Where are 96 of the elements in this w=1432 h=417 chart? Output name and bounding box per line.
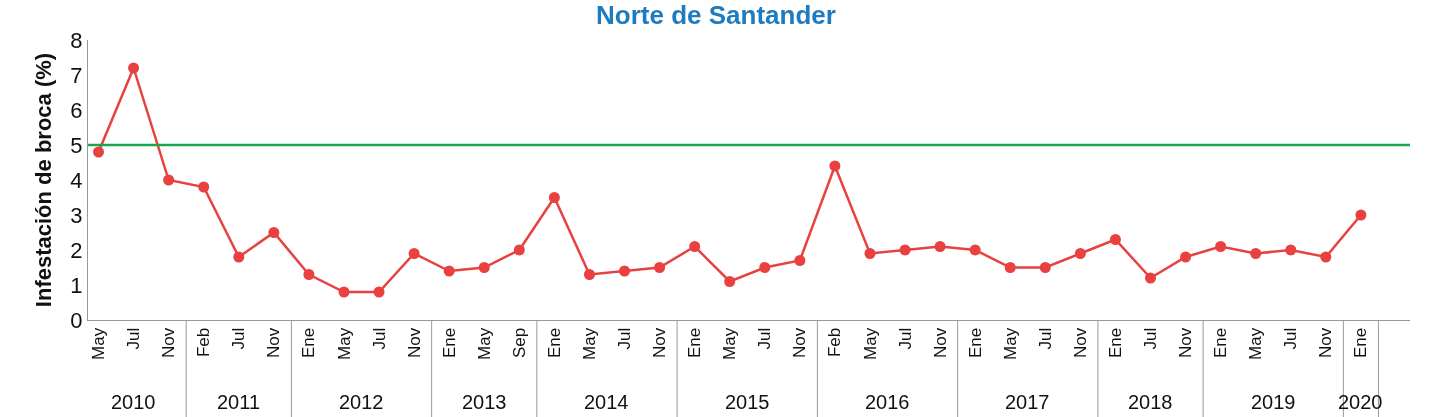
chart-title: Norte de Santander [596, 0, 836, 31]
text: 2020 [1338, 391, 1383, 413]
x-tick-label: Ene [685, 327, 705, 359]
x-tick-label: Ene [1211, 327, 1231, 359]
x-tick-label: May [334, 327, 354, 360]
y-tick-label: 5 [70, 132, 83, 158]
point [1320, 251, 1332, 263]
point [689, 241, 701, 252]
x-tick-label: Jul [755, 327, 775, 350]
point [1355, 209, 1367, 221]
point [1109, 234, 1121, 245]
y-tick-label: 8 [70, 27, 83, 53]
point [93, 146, 105, 158]
point [1074, 248, 1086, 259]
point [513, 244, 525, 256]
x-tick-label: Ene [965, 327, 985, 359]
x-tick-label: Nov [1176, 327, 1196, 359]
x-tick-label: Nov [1316, 327, 1336, 359]
point [478, 262, 490, 273]
text: 2014 [584, 391, 629, 413]
point [163, 174, 175, 186]
x-tick-label: Ene [1105, 327, 1125, 359]
text: 2010 [111, 391, 156, 413]
point [864, 248, 876, 259]
x-tick-label: Nov [790, 327, 810, 359]
point [1180, 251, 1192, 263]
x-tick-label: May [1000, 327, 1020, 360]
point [408, 248, 420, 259]
point [1250, 248, 1262, 259]
x-tick-label: Nov [1070, 327, 1090, 359]
point [338, 286, 350, 298]
point [548, 192, 560, 203]
point [1145, 272, 1157, 284]
x-tick-label: Jul [229, 327, 249, 350]
point [583, 269, 595, 280]
y-axis-title: Infestación de broca (%) [31, 52, 57, 308]
x-tick-label: Ene [1351, 327, 1371, 359]
text: 2011 [217, 391, 261, 413]
x-tick-label: Jul [1035, 327, 1055, 350]
x-tick-label: Ene [439, 327, 459, 359]
x-tick-label: Nov [650, 327, 670, 359]
y-tick-label: 7 [70, 62, 83, 88]
point [759, 262, 771, 273]
point [268, 227, 280, 238]
x-tick-label: Jul [124, 327, 144, 350]
point [654, 262, 666, 273]
x-tick-label: Sep [509, 327, 529, 359]
text: 2017 [1005, 391, 1050, 413]
x-tick-label: Ene [299, 327, 319, 359]
point [619, 265, 631, 277]
text: 2016 [865, 391, 910, 413]
point [233, 251, 245, 263]
x-tick-label: May [860, 327, 880, 360]
x-tick-label: May [474, 327, 494, 360]
x-tick-label: Jul [1141, 327, 1161, 350]
point [1285, 244, 1297, 256]
y-tick-label: 1 [70, 272, 83, 298]
point [1039, 262, 1051, 273]
point [198, 181, 210, 193]
y-tick-label: 0 [70, 307, 83, 333]
text: 2015 [725, 391, 770, 413]
point [794, 255, 806, 266]
point [373, 286, 385, 298]
x-tick-label: Jul [369, 327, 389, 350]
text: 2019 [1251, 391, 1296, 413]
point [724, 276, 736, 287]
point [829, 160, 841, 172]
x-tick-label: Nov [159, 327, 179, 359]
point [969, 244, 981, 256]
point [934, 241, 946, 252]
point [303, 269, 315, 280]
text: 2012 [339, 391, 384, 413]
x-tick-label: Ene [544, 327, 564, 359]
x-tick-label: May [89, 327, 109, 360]
x-tick-label: Nov [404, 327, 424, 359]
x-tick-label: Feb [825, 327, 845, 358]
x-tick-label: Nov [264, 327, 284, 359]
x-tick-label: Jul [1281, 327, 1301, 350]
x-tick-label: Jul [615, 327, 635, 350]
x-tick-label: Jul [895, 327, 915, 350]
point [443, 265, 455, 277]
text: 2013 [462, 391, 507, 413]
x-tick-label: May [579, 327, 599, 360]
x-tick-label: Nov [930, 327, 950, 359]
x-tick-label: May [1246, 327, 1266, 360]
y-tick-label: 2 [70, 237, 83, 263]
x-tick-label: May [720, 327, 740, 360]
point [899, 244, 911, 256]
point [1215, 241, 1227, 252]
y-tick-label: 4 [70, 167, 83, 193]
y-tick-label: 6 [70, 97, 83, 123]
x-tick-label: Feb [194, 327, 214, 358]
text: 2018 [1128, 391, 1173, 413]
point [128, 62, 140, 74]
point [1004, 262, 1016, 273]
y-tick-label: 3 [70, 202, 83, 228]
